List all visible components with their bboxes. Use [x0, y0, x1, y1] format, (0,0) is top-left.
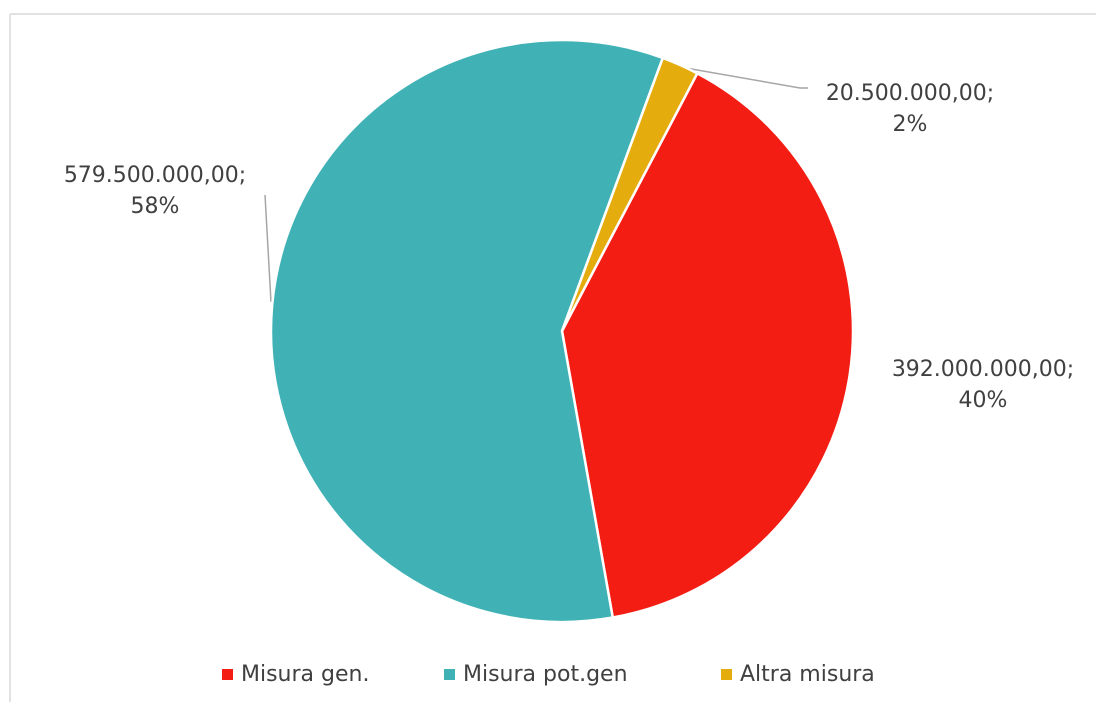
legend-marker	[444, 669, 455, 680]
legend-label: Misura pot.gen	[463, 662, 628, 687]
legend-label: Misura gen.	[241, 662, 369, 687]
leader-line	[264, 194, 272, 303]
data-label: 20.500.000,00;	[826, 81, 994, 106]
data-label: 392.000.000,00;	[892, 357, 1074, 382]
legend-label: Altra misura	[740, 662, 875, 687]
pie-slice	[560, 71, 855, 619]
data-label: 2%	[893, 112, 928, 137]
pie-slice	[269, 38, 665, 624]
pie-slice	[560, 56, 699, 332]
data-label: 40%	[959, 388, 1008, 413]
legend-marker	[721, 669, 732, 680]
leader-line	[679, 66, 808, 89]
data-label: 58%	[131, 194, 180, 219]
legend-marker	[222, 669, 233, 680]
data-label: 579.500.000,00;	[64, 163, 246, 188]
